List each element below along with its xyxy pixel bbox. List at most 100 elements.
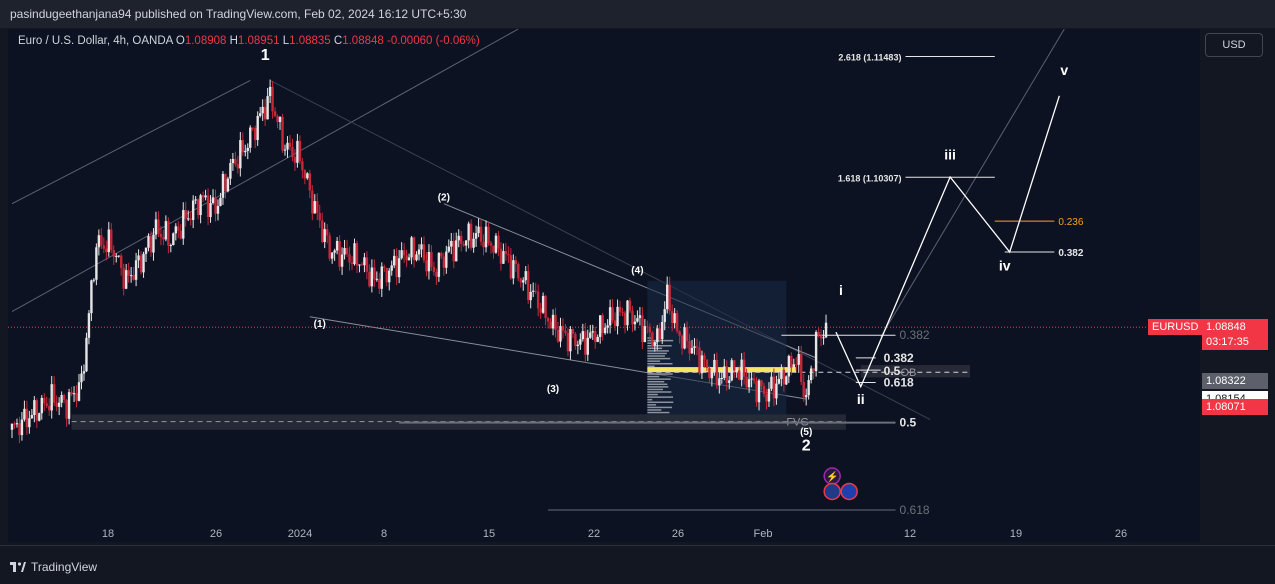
chart-svg[interactable]: 1.110001.105001.100001.095001.090001.085…	[8, 29, 1200, 542]
candle-body	[608, 307, 612, 326]
candle-body	[60, 395, 63, 403]
candle-body	[388, 270, 391, 283]
candle-body	[757, 380, 761, 403]
candle-body	[412, 237, 416, 261]
candle-body	[100, 235, 103, 246]
currency-button[interactable]: USD	[1205, 33, 1263, 57]
candle-body	[571, 329, 575, 334]
candle-body	[509, 255, 513, 279]
candle-body	[581, 331, 585, 340]
us-flag-event-icon[interactable]	[823, 482, 841, 501]
candle-body	[561, 326, 565, 331]
x-tick-label: 18	[102, 528, 114, 540]
candle-body	[343, 248, 346, 255]
candle-body	[777, 378, 781, 384]
candle-body	[172, 233, 175, 246]
candle-body	[566, 332, 570, 352]
tradingview-logo[interactable]: TradingView	[10, 560, 97, 574]
candle-body	[710, 371, 714, 379]
candle-body	[626, 300, 629, 326]
candle-body	[415, 254, 418, 261]
candle-body	[132, 275, 135, 280]
candle-body	[435, 271, 438, 277]
candle-body	[487, 226, 490, 244]
wave-label: (1)	[314, 319, 326, 330]
wave-label: (5)	[800, 427, 812, 438]
candle-body	[745, 376, 748, 388]
candle-body	[455, 240, 458, 262]
candle-body	[167, 221, 170, 246]
candle-body	[142, 253, 145, 273]
candle-body	[690, 347, 694, 354]
candle-body	[239, 140, 242, 169]
candle-body	[301, 161, 304, 171]
candle-body	[539, 308, 542, 313]
wave-label: i	[839, 282, 843, 298]
volume-profile-bar	[647, 352, 667, 355]
x-tick-label: 19	[1010, 528, 1022, 540]
candle-body	[256, 115, 259, 141]
candle-body	[196, 199, 200, 216]
candle-body	[611, 307, 614, 321]
candle-body	[40, 397, 43, 414]
x-tick-label: 26	[210, 528, 222, 540]
candle-body	[747, 379, 751, 388]
candle-body	[579, 339, 582, 345]
candle-body	[576, 344, 580, 347]
candle-body	[268, 86, 272, 97]
candle-body	[385, 268, 388, 283]
volume-profile-bar	[647, 383, 668, 386]
candle-body	[112, 250, 115, 257]
elliott-projection-path	[835, 95, 1060, 389]
candle-body	[750, 378, 753, 380]
candle-body	[489, 243, 493, 246]
candle-body	[536, 291, 540, 309]
candle-body	[291, 146, 294, 158]
candle-body	[199, 195, 202, 216]
candle-body	[219, 197, 222, 206]
candle-body	[514, 260, 518, 264]
candle-body	[254, 128, 257, 141]
candle-body	[499, 248, 503, 264]
candle-body	[653, 342, 656, 346]
symbol-legend: Euro / U.S. Dollar, 4h, OANDA O1.08908 H…	[18, 35, 480, 47]
candle-body	[633, 321, 637, 325]
candle-body	[447, 246, 450, 252]
candle-body	[452, 240, 455, 262]
volume-profile-bar	[647, 360, 661, 362]
candle-body	[554, 314, 557, 330]
candle-body	[209, 203, 212, 218]
candle-body	[85, 337, 88, 372]
candle-body	[97, 235, 101, 248]
wave-label: (3)	[547, 384, 559, 395]
candle-body	[288, 142, 292, 147]
wave-label: (4)	[631, 266, 643, 277]
candle-body	[472, 238, 475, 248]
candle-body	[522, 280, 525, 283]
wave-label: iv	[999, 258, 1011, 274]
fib-level-label: 0.5	[884, 364, 901, 378]
candle-body	[559, 326, 562, 342]
price-level-tag: 1.08322	[1202, 373, 1268, 390]
candle-body	[787, 355, 791, 377]
candle-body	[308, 173, 312, 191]
candle-body	[303, 170, 307, 179]
candle-body	[177, 226, 180, 231]
x-tick-label: 26	[672, 528, 684, 540]
candle-body	[102, 245, 106, 249]
candle-body	[35, 400, 39, 421]
eu-flag-event-icon[interactable]	[840, 482, 858, 501]
chart-area[interactable]: 1.110001.105001.100001.095001.090001.085…	[8, 29, 1200, 542]
candle-body	[594, 331, 597, 342]
candle-body	[70, 392, 73, 395]
candle-body	[621, 311, 624, 313]
candle-body	[524, 271, 527, 281]
volume-profile-bar	[647, 355, 665, 357]
candle-body	[656, 328, 659, 343]
candle-body	[57, 402, 61, 407]
fib-level-label: 1.618 (1.10307)	[838, 173, 902, 183]
candle-body	[680, 335, 684, 349]
candle-body	[345, 248, 349, 255]
candle-body	[244, 150, 247, 153]
candle-body	[688, 341, 691, 354]
